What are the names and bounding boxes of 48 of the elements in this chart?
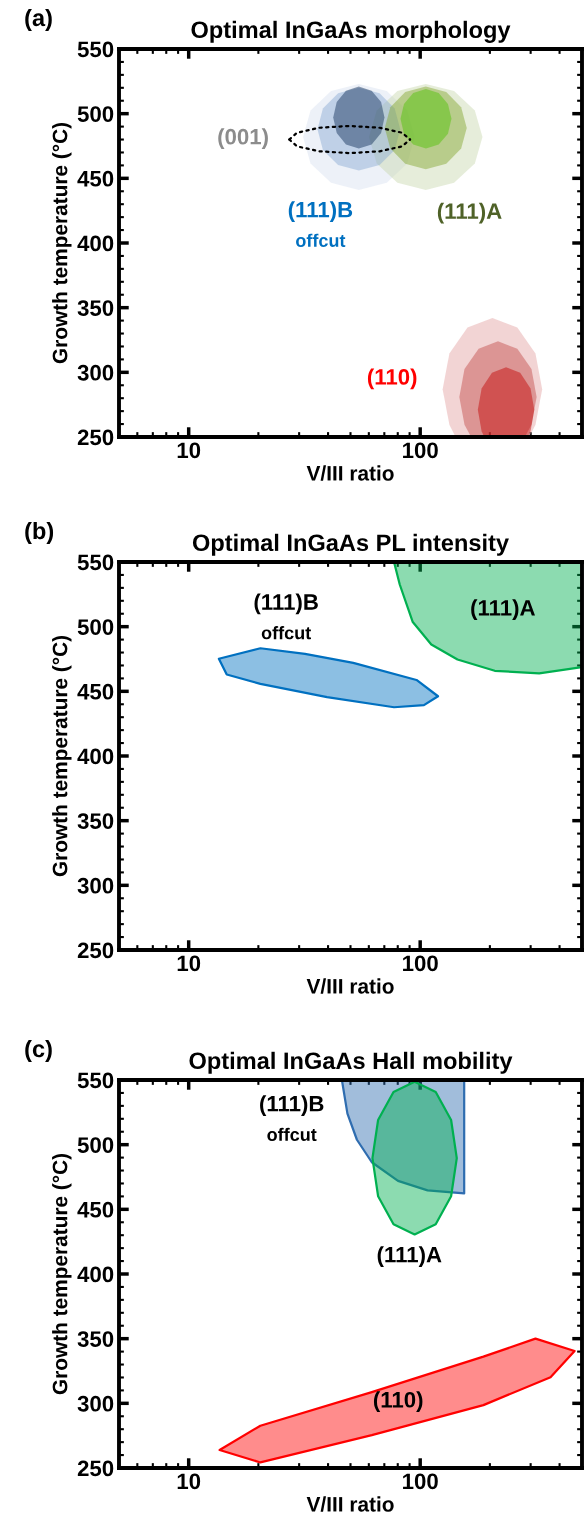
x-axis-title: V/III ratio [306, 465, 394, 481]
y-tick-label: 450 [77, 1201, 114, 1218]
annotation: (110) [367, 368, 417, 390]
annotation: (111)B offcut [288, 201, 353, 247]
y-tick-label: 400 [77, 748, 114, 765]
y-tick-label: 300 [77, 877, 114, 894]
y-tick-label: 250 [77, 942, 114, 959]
x-axis-title: V/III ratio [306, 978, 394, 994]
annotation: (110) [373, 1391, 423, 1413]
annotation: (111)A [377, 1246, 442, 1267]
text: (a) [25, 8, 52, 31]
y-tick-label: 450 [77, 170, 114, 187]
y-axis-title: Growth temperature (°C) [52, 635, 72, 877]
x-tick-label: 100 [403, 442, 438, 459]
text: (c) [25, 1039, 52, 1062]
annotation: (111)A [471, 599, 535, 621]
x-tick-label: 100 [403, 955, 438, 972]
y-tick-label: 450 [77, 683, 114, 700]
text: (b) [25, 521, 54, 544]
annotation: (001) [218, 128, 268, 149]
y-tick-label: 400 [77, 235, 114, 252]
y-tick-label: 500 [77, 619, 114, 635]
y-tick-label: 250 [77, 1460, 114, 1477]
chart-title: Optimal InGaAs Hall mobility [189, 1051, 513, 1074]
x-tick-label: 10 [177, 955, 201, 972]
annotation: (111)B offcut [260, 1095, 324, 1142]
x-tick-label: 10 [177, 1473, 201, 1490]
y-tick-label: 300 [77, 364, 114, 381]
y-tick-label: 400 [77, 1266, 114, 1283]
y-tick-label: 300 [77, 1395, 114, 1412]
y-tick-label: 350 [77, 1331, 114, 1347]
y-tick-label: 500 [77, 106, 114, 122]
y-tick-label: 500 [77, 1137, 114, 1153]
y-tick-label: 350 [77, 300, 114, 316]
y-tick-label: 350 [77, 813, 114, 829]
y-axis-title: Growth temperature (°C) [52, 122, 72, 364]
annotation: (111)A [437, 202, 502, 224]
y-tick-label: 550 [77, 41, 114, 58]
chart-title: Optimal InGaAs morphology [191, 20, 511, 43]
y-tick-label: 550 [77, 554, 114, 571]
y-tick-label: 550 [77, 1072, 114, 1089]
y-tick-label: 250 [77, 429, 114, 446]
chart-title: Optimal InGaAs PL intensity [192, 533, 509, 556]
x-tick-label: 10 [177, 442, 201, 459]
annotation: (111)B offcut [254, 593, 318, 640]
x-axis-title: V/III ratio [306, 1496, 394, 1512]
x-tick-label: 100 [403, 1473, 438, 1490]
y-axis-title: Growth temperature (°C) [52, 1153, 72, 1395]
